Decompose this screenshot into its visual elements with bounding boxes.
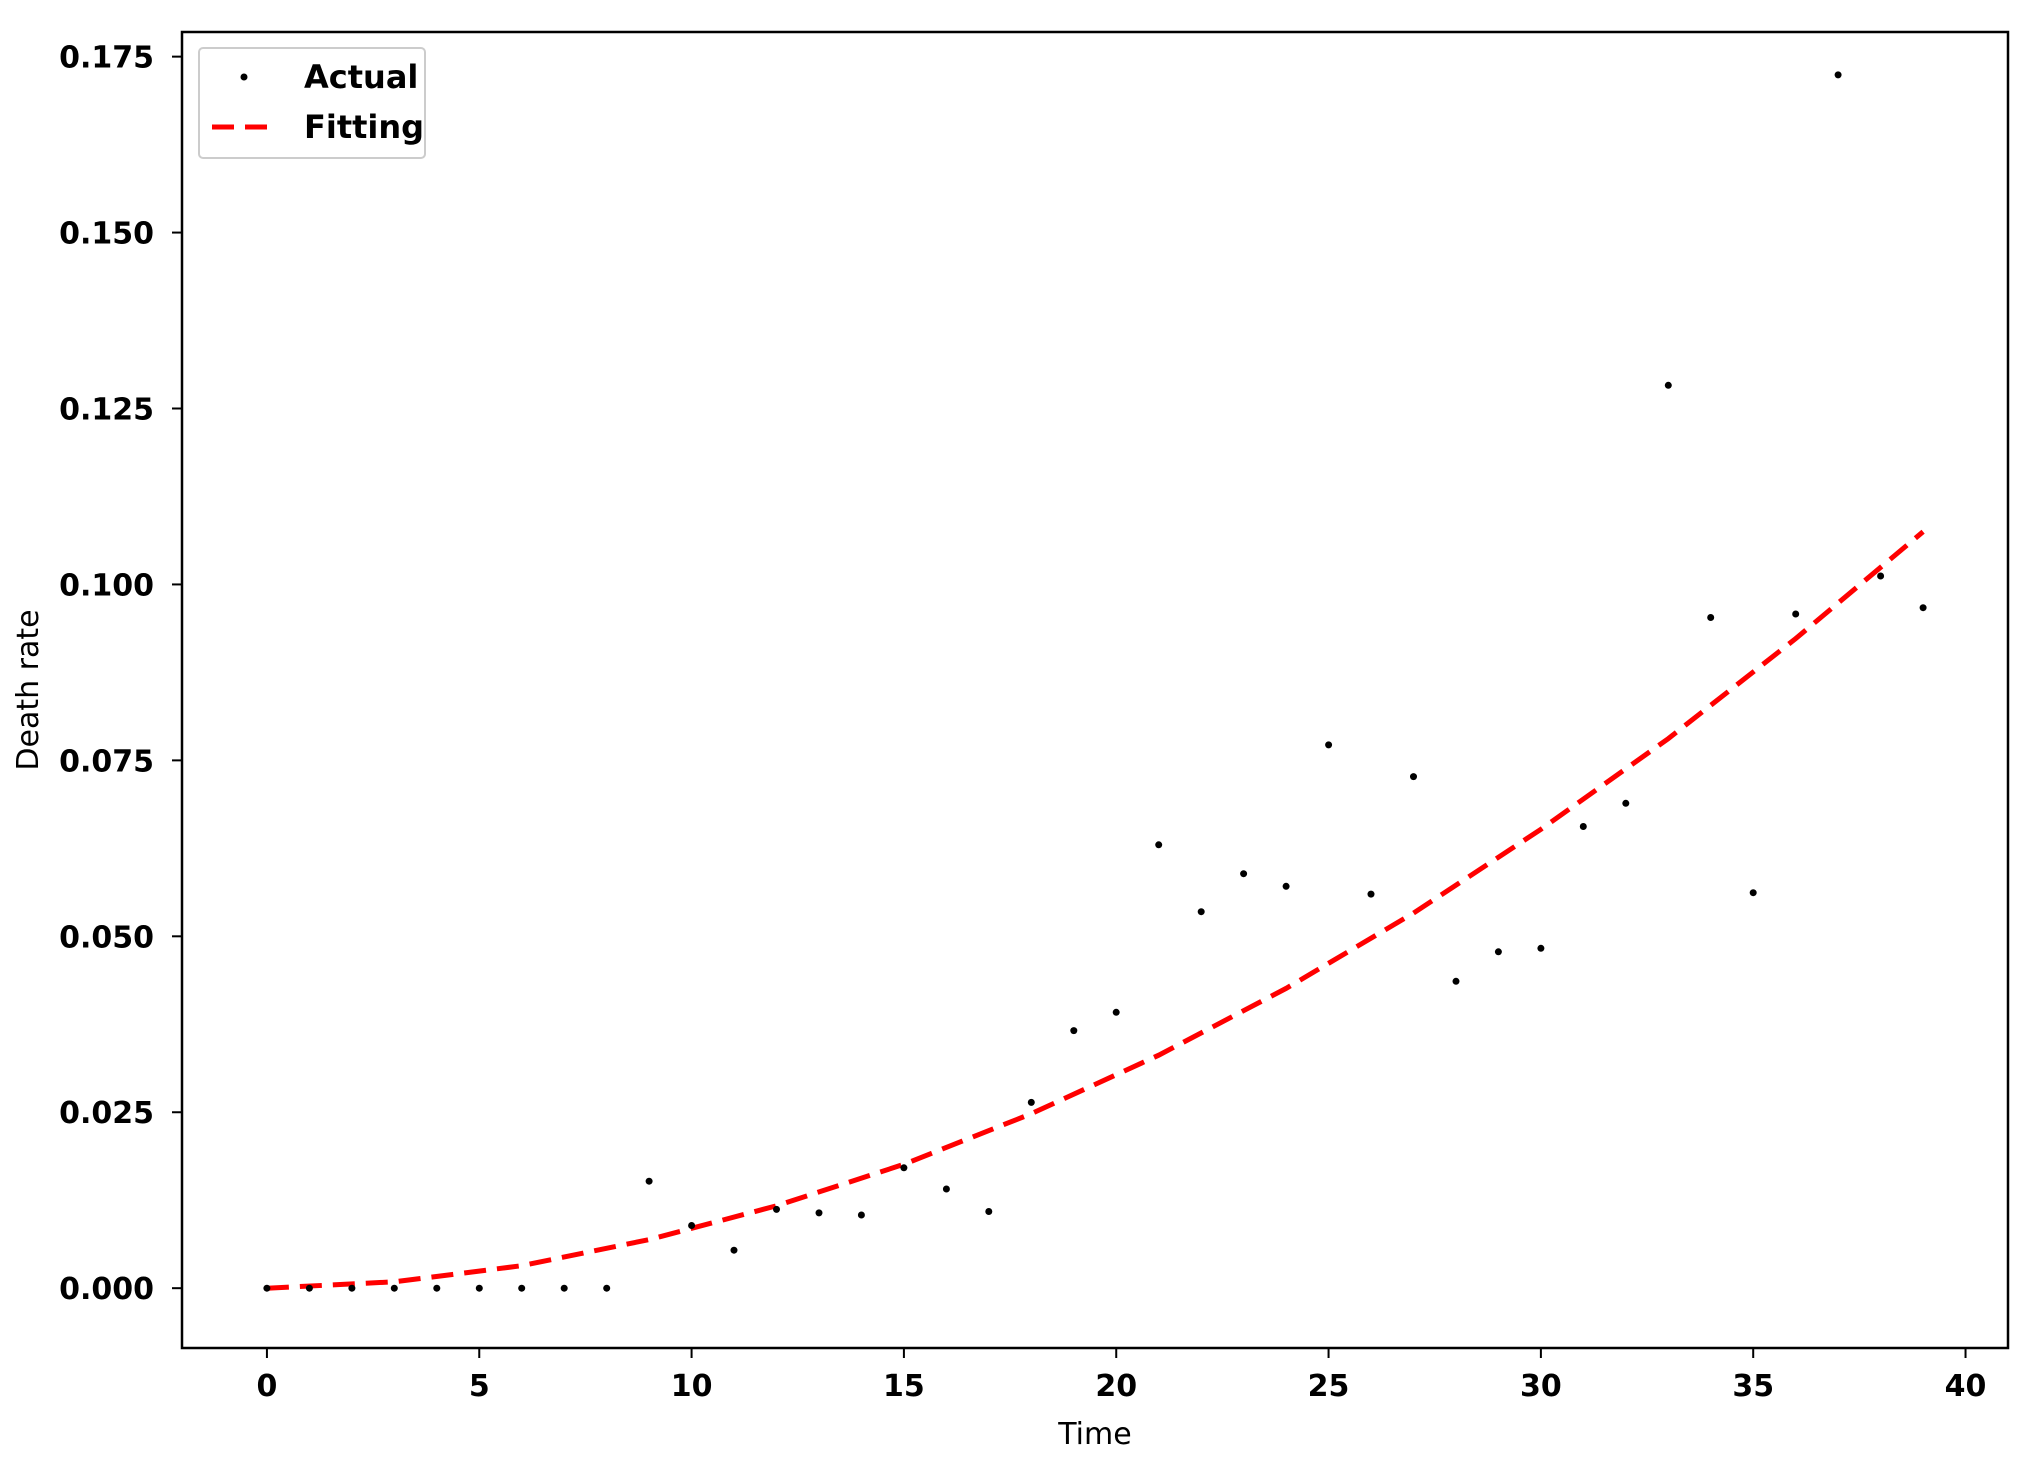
actual-point — [1112, 1008, 1120, 1016]
y-axis-label: Death rate — [11, 609, 46, 770]
actual-point — [773, 1205, 780, 1213]
legend-box — [198, 47, 426, 159]
x-axis-ticks: 0 5 10 15 20 25 30 35 40 — [256, 1348, 1986, 1404]
legend-fitting-label: Fitting — [304, 108, 424, 146]
actual-point — [305, 1284, 313, 1292]
actual-point — [560, 1284, 568, 1292]
actual-point — [1325, 741, 1333, 749]
y-tick-label: 0.150 — [59, 217, 154, 252]
actual-point — [815, 1209, 823, 1217]
y-tick-label: 0.050 — [59, 920, 154, 955]
x-tick-label: 30 — [1520, 1369, 1562, 1404]
actual-point — [1367, 890, 1375, 898]
actual-point — [263, 1284, 271, 1292]
actual-point — [1792, 610, 1800, 618]
actual-point — [942, 1185, 950, 1193]
actual-point — [1452, 977, 1460, 985]
y-tick-label: 0.000 — [59, 1272, 154, 1307]
x-tick-label: 15 — [883, 1369, 925, 1404]
y-axis-ticks: 0.000 0.025 0.050 0.075 0.100 0.125 0.150 0.175 — [59, 41, 182, 1307]
actual-point — [1622, 799, 1630, 807]
actual-point — [1282, 882, 1290, 890]
actual-point — [857, 1211, 865, 1219]
legend: Actual Fitting — [198, 47, 426, 159]
actual-point — [730, 1246, 738, 1254]
y-tick-label: 0.125 — [59, 393, 154, 428]
x-tick-label: 25 — [1308, 1369, 1350, 1404]
actual-point — [985, 1208, 993, 1215]
actual-point — [390, 1284, 398, 1292]
actual-point — [603, 1284, 611, 1292]
actual-point — [433, 1284, 441, 1292]
x-axis-label: Time — [1057, 1417, 1131, 1452]
actual-point — [1579, 823, 1587, 830]
y-tick-label: 0.075 — [59, 744, 154, 779]
x-tick-label: 20 — [1095, 1369, 1137, 1404]
actual-point — [1664, 381, 1672, 389]
y-tick-label: 0.100 — [59, 568, 154, 603]
x-tick-label: 40 — [1945, 1369, 1987, 1404]
actual-point — [1070, 1027, 1078, 1035]
actual-point — [1707, 614, 1715, 621]
plot-area — [182, 32, 2008, 1348]
actual-point — [475, 1284, 483, 1292]
x-tick-label: 0 — [256, 1369, 277, 1404]
actual-point — [900, 1164, 908, 1172]
legend-actual-label: Actual — [304, 58, 418, 96]
actual-point — [1877, 572, 1885, 580]
y-tick-label: 0.025 — [59, 1096, 154, 1131]
x-tick-label: 10 — [671, 1369, 713, 1404]
actual-point — [1537, 944, 1545, 952]
x-tick-label: 35 — [1732, 1369, 1774, 1404]
actual-point — [688, 1222, 696, 1229]
actual-point — [1240, 870, 1248, 878]
y-tick-label: 0.175 — [59, 41, 154, 76]
actual-point — [1494, 948, 1502, 956]
actual-point — [1027, 1098, 1035, 1106]
actual-point — [645, 1177, 653, 1185]
actual-point — [1197, 908, 1205, 916]
legend-actual-marker — [240, 73, 248, 81]
fitting-line — [266, 529, 1925, 1291]
actual-point — [1410, 773, 1417, 781]
actual-point — [348, 1284, 356, 1292]
actual-point — [1834, 71, 1842, 79]
x-tick-label: 5 — [469, 1369, 490, 1404]
actual-points — [263, 71, 1927, 1292]
actual-point — [518, 1284, 526, 1292]
actual-point — [1749, 889, 1757, 897]
plot-frame — [180, 30, 2010, 1350]
actual-point — [1919, 604, 1927, 612]
actual-point — [1155, 841, 1163, 849]
